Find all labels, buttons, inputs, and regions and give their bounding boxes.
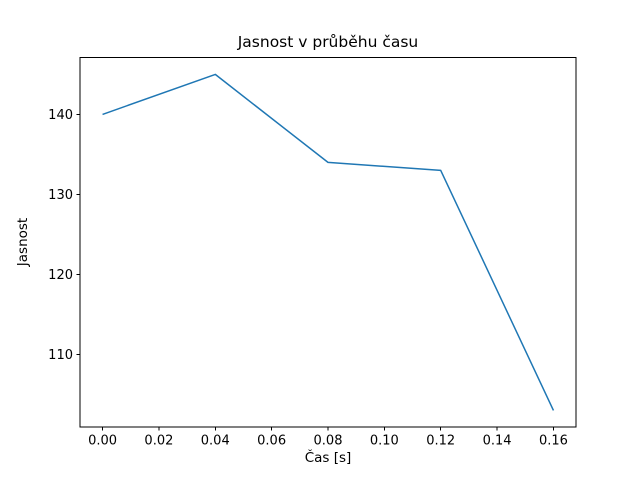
x-axis-label: Čas [s] <box>305 448 352 466</box>
y-axis-label: Jasnost <box>15 218 31 267</box>
chart-title: Jasnost v průběhu času <box>237 33 419 51</box>
x-tick-label: 0.02 <box>144 434 173 449</box>
x-tick-label: 0.14 <box>483 434 512 449</box>
y-tick-label: 110 <box>48 348 73 363</box>
x-tick-label: 0.12 <box>426 434 455 449</box>
plot-area: 0.00 0.02 0.04 0.06 0.08 0.10 0.12 0.14 0.16 110 1… <box>48 57 577 449</box>
x-tick-label: 0.10 <box>370 434 399 449</box>
x-tick-label: 0.04 <box>201 434 230 449</box>
x-tick-label: 0.00 <box>88 434 117 449</box>
y-tick-label: 140 <box>48 108 73 123</box>
y-tick-label: 120 <box>48 268 73 283</box>
plot-frame <box>79 57 577 428</box>
data-line <box>102 73 555 411</box>
x-tick-label: 0.06 <box>257 434 286 449</box>
x-tick-label: 0.16 <box>539 434 568 449</box>
x-tick-label: 0.08 <box>314 434 343 449</box>
y-tick-label: 130 <box>48 188 73 203</box>
